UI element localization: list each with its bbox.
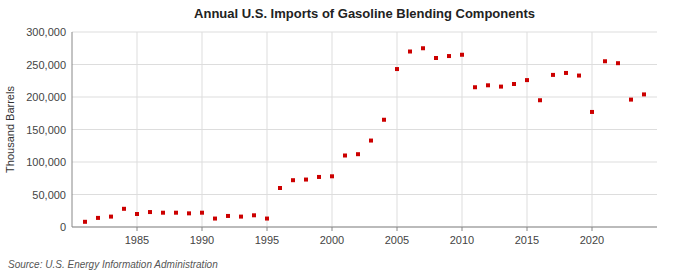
x-tick	[137, 227, 138, 231]
point	[226, 214, 230, 218]
y-tick-label: 200,000	[26, 91, 66, 103]
x-tick	[462, 227, 463, 231]
point	[538, 98, 542, 102]
point	[382, 118, 386, 122]
point	[603, 59, 607, 63]
point	[83, 220, 87, 224]
point	[109, 215, 113, 219]
y-grid-line	[72, 32, 657, 33]
point	[265, 217, 269, 221]
x-tick-label: 2020	[580, 234, 604, 246]
x-grid-line	[397, 32, 398, 227]
x-tick	[527, 227, 528, 231]
x-tick	[397, 227, 398, 231]
point	[148, 210, 152, 214]
x-grid-line	[202, 32, 203, 227]
axes: 0 50,000 100,000 150,000 200,000 250,000 300,0…	[26, 26, 657, 246]
y-grid-line	[72, 64, 657, 65]
point	[408, 50, 412, 54]
y-grid-line	[72, 97, 657, 98]
point	[174, 211, 178, 215]
point	[122, 207, 126, 211]
source-note: Source: U.S. Energy Information Administ…	[8, 259, 218, 270]
point	[239, 215, 243, 219]
point	[135, 212, 139, 216]
point	[434, 56, 438, 60]
point	[564, 71, 568, 75]
x-grid-line	[332, 32, 333, 227]
point	[252, 213, 256, 217]
point	[421, 46, 425, 50]
point	[512, 82, 516, 86]
point	[291, 178, 295, 182]
point	[590, 110, 594, 114]
y-grid-line	[72, 194, 657, 195]
point	[187, 211, 191, 215]
point	[616, 61, 620, 65]
y-tick-label: 250,000	[26, 59, 66, 71]
point	[369, 139, 373, 143]
point	[460, 53, 464, 57]
point	[551, 73, 555, 77]
point	[473, 85, 477, 89]
point	[356, 152, 360, 156]
y-tick-label: 50,000	[32, 189, 66, 201]
x-axis-line	[72, 227, 657, 228]
y-tick-label: 150,000	[26, 124, 66, 136]
point	[525, 78, 529, 82]
point	[629, 98, 633, 102]
point	[278, 186, 282, 190]
y-axis-line	[72, 32, 73, 227]
x-tick-label: 2015	[515, 234, 539, 246]
x-tick	[332, 227, 333, 231]
x-tick	[592, 227, 593, 231]
x-tick-label: 1995	[255, 234, 279, 246]
point	[343, 154, 347, 158]
point	[330, 174, 334, 178]
point	[642, 92, 646, 96]
y-tick-label: 100,000	[26, 156, 66, 168]
x-tick-label: 2005	[385, 234, 409, 246]
chart: Annual U.S. Imports of Gasoline Blending…	[0, 0, 675, 275]
y-grid-line	[72, 227, 657, 228]
x-grid-line	[137, 32, 138, 227]
y-axis-label: Thousand Barrels	[4, 86, 16, 173]
title: Annual U.S. Imports of Gasoline Blending…	[194, 6, 535, 21]
point	[161, 211, 165, 215]
x-tick	[202, 227, 203, 231]
point	[486, 83, 490, 87]
x-tick	[267, 227, 268, 231]
point	[577, 74, 581, 78]
y-tick-label: 0	[60, 221, 66, 233]
x-tick-label: 2010	[450, 234, 474, 246]
x-grid-line	[527, 32, 528, 227]
x-tick-label: 2000	[320, 234, 344, 246]
point	[447, 54, 451, 58]
x-grid-line	[592, 32, 593, 227]
point	[499, 85, 503, 89]
y-tick-label: 300,000	[26, 26, 66, 38]
point	[304, 178, 308, 182]
y-grid-line	[72, 162, 657, 163]
point	[395, 67, 399, 71]
point	[213, 217, 217, 221]
x-grid-line	[462, 32, 463, 227]
y-grid-line	[72, 129, 657, 130]
grid	[72, 32, 657, 227]
x-tick-label: 1985	[125, 234, 149, 246]
point	[200, 211, 204, 215]
x-tick-label: 1990	[190, 234, 214, 246]
points	[83, 46, 646, 224]
x-grid-line	[267, 32, 268, 227]
point	[317, 175, 321, 179]
point	[96, 216, 100, 220]
